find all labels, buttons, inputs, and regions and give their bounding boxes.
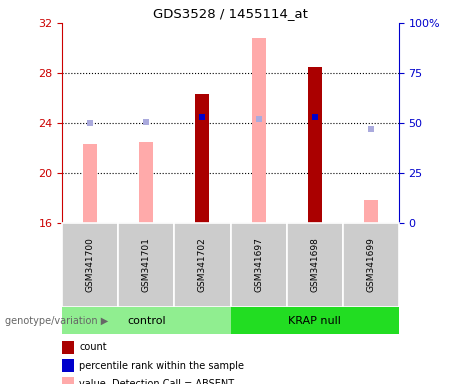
Bar <box>343 223 399 307</box>
Bar <box>252 38 266 223</box>
Bar <box>364 200 378 223</box>
Bar <box>230 307 399 334</box>
Text: count: count <box>79 343 106 353</box>
Bar <box>118 223 174 307</box>
Bar <box>62 341 74 354</box>
Point <box>142 119 150 125</box>
Bar <box>139 142 154 223</box>
Point <box>87 120 94 126</box>
Text: GSM341697: GSM341697 <box>254 238 263 292</box>
Text: GSM341698: GSM341698 <box>310 238 319 292</box>
Point <box>311 114 318 120</box>
Text: KRAP null: KRAP null <box>288 316 341 326</box>
Bar <box>62 307 230 334</box>
Point <box>255 116 262 122</box>
Bar <box>174 223 230 307</box>
Text: GSM341700: GSM341700 <box>86 238 95 292</box>
Title: GDS3528 / 1455114_at: GDS3528 / 1455114_at <box>153 7 308 20</box>
Text: control: control <box>127 316 165 326</box>
Text: GSM341702: GSM341702 <box>198 238 207 292</box>
Bar <box>307 67 322 223</box>
Text: GSM341701: GSM341701 <box>142 238 151 292</box>
Text: GSM341699: GSM341699 <box>366 238 375 292</box>
Point <box>367 126 374 132</box>
Text: value, Detection Call = ABSENT: value, Detection Call = ABSENT <box>79 379 234 384</box>
Text: genotype/variation ▶: genotype/variation ▶ <box>5 316 108 326</box>
Bar <box>230 223 287 307</box>
Bar <box>62 359 74 372</box>
Point <box>199 114 206 120</box>
Bar <box>62 377 74 384</box>
Text: percentile rank within the sample: percentile rank within the sample <box>79 361 244 371</box>
Bar <box>62 223 118 307</box>
Bar <box>287 223 343 307</box>
Bar <box>83 144 97 223</box>
Bar <box>195 94 209 223</box>
